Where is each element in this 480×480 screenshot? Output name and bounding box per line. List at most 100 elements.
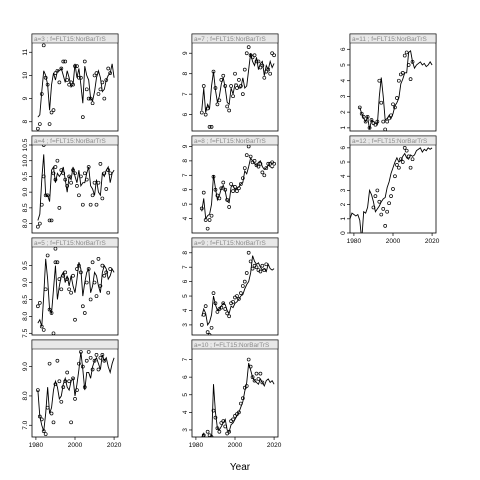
data-point — [393, 174, 397, 179]
y-tick-label: 6 — [340, 146, 347, 150]
data-point — [395, 163, 399, 167]
data-point — [381, 207, 386, 211]
data-point — [53, 247, 58, 251]
series-line — [350, 147, 433, 233]
panel-a9: a=9 ; f=FLT15:NorBarTrS 3 4 5 6 7 8 — [182, 237, 279, 336]
x-tick-label: 1980 — [189, 442, 204, 449]
y-tick-label: 3 — [340, 94, 347, 98]
panel-strip-title: a=7 ; f=FLT15:NorBarTrS — [194, 36, 266, 43]
data-point — [237, 186, 241, 191]
data-point — [39, 417, 44, 422]
data-point — [57, 80, 62, 85]
data-point — [209, 435, 214, 437]
data-point — [82, 311, 87, 315]
y-tick-label: 9 — [182, 51, 189, 55]
data-point — [264, 69, 269, 74]
y-tick-label: 8 — [182, 159, 189, 163]
data-point — [207, 218, 212, 222]
data-point — [252, 53, 257, 58]
data-point — [61, 385, 66, 389]
data-point — [41, 174, 46, 179]
data-point — [252, 159, 257, 163]
data-point — [219, 77, 224, 82]
data-point — [57, 277, 62, 281]
y-tick-label: 11 — [22, 49, 29, 56]
data-point — [221, 419, 226, 424]
data-point — [55, 68, 60, 73]
data-point — [215, 193, 220, 198]
panel-strip-title: a=11 ; f=FLT15:NorBarTrS — [352, 36, 427, 43]
data-point — [100, 353, 105, 357]
data-point — [231, 94, 235, 99]
y-tick-label: 10 — [22, 71, 29, 79]
data-point — [223, 424, 228, 429]
data-point — [256, 377, 261, 381]
data-point — [49, 411, 54, 416]
data-point — [231, 417, 235, 422]
data-point — [57, 379, 62, 384]
data-point — [39, 92, 44, 96]
data-point — [221, 73, 226, 78]
data-point — [75, 184, 79, 188]
data-point — [266, 67, 271, 72]
data-point — [213, 187, 218, 192]
data-point — [244, 384, 249, 388]
data-point — [199, 110, 204, 115]
data-point — [246, 357, 251, 362]
data-point — [402, 145, 407, 150]
data-point — [63, 59, 68, 64]
data-point — [244, 271, 249, 275]
data-point — [231, 189, 235, 194]
panel-strip — [191, 237, 279, 248]
data-point — [258, 371, 263, 376]
data-point — [86, 96, 91, 101]
data-point — [250, 266, 255, 271]
y-tick-label: 4 — [182, 216, 189, 220]
data-point — [221, 301, 226, 306]
data-point — [373, 194, 378, 198]
x-tick-label: 2000 — [228, 442, 243, 449]
panel-a7: a=7 ; f=FLT15:NorBarTrS 6 7 8 9 — [182, 33, 279, 132]
data-point — [408, 77, 413, 81]
panel-a8: a=8 ; f=FLT15:NorBarTrS 4 5 6 7 8 9 — [182, 135, 279, 234]
data-point — [65, 78, 70, 82]
data-point — [211, 291, 216, 296]
panel-strip — [191, 339, 279, 350]
data-point — [45, 405, 50, 410]
data-point — [254, 59, 259, 64]
data-point — [80, 304, 85, 309]
y-tick-label: 6 — [340, 47, 347, 51]
data-point — [36, 388, 40, 392]
data-point — [63, 177, 68, 182]
data-point — [106, 290, 111, 295]
data-point — [39, 202, 44, 207]
data-point — [391, 102, 395, 107]
data-point — [404, 148, 409, 153]
data-point — [215, 102, 220, 107]
data-point — [248, 154, 253, 159]
data-point — [199, 323, 204, 327]
data-point — [84, 177, 89, 182]
panel-strip — [191, 135, 279, 146]
data-point — [84, 358, 89, 363]
panel-strip — [349, 135, 437, 146]
data-point — [244, 51, 249, 56]
y-tick-label: 3 — [182, 428, 189, 432]
data-point — [400, 71, 405, 75]
data-point — [239, 84, 243, 88]
data-point — [223, 307, 228, 311]
data-point — [237, 410, 241, 415]
panel-strip — [31, 339, 119, 350]
data-point — [104, 78, 109, 82]
data-point — [225, 197, 230, 202]
data-point — [55, 158, 60, 163]
data-point — [53, 165, 58, 169]
data-point — [88, 96, 93, 101]
data-point — [242, 166, 247, 170]
data-point — [108, 171, 113, 176]
data-point — [88, 355, 93, 360]
y-tick-label: 9.0 — [22, 362, 29, 371]
data-point — [98, 162, 103, 166]
x-tick-label: 2020 — [267, 442, 282, 449]
